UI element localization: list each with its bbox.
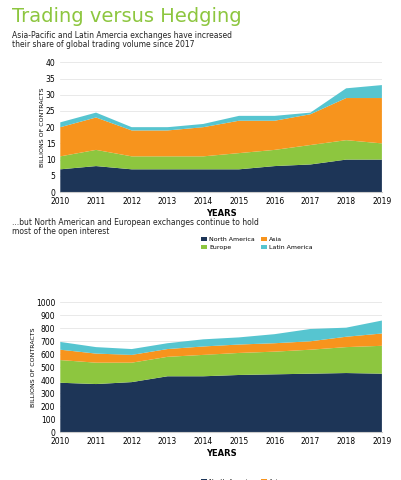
X-axis label: YEARS: YEARS xyxy=(205,209,236,217)
Y-axis label: BILLIONS OF CONTRACTS: BILLIONS OF CONTRACTS xyxy=(31,327,36,407)
Text: ...but North American and European exchanges continue to hold: ...but North American and European excha… xyxy=(12,218,258,228)
Legend: North America, Europe, Asia, Latin America: North America, Europe, Asia, Latin Ameri… xyxy=(198,234,315,253)
Text: their share of global trading volume since 2017: their share of global trading volume sin… xyxy=(12,40,194,49)
Legend: North America, Europe, Asia, Latin America: North America, Europe, Asia, Latin Ameri… xyxy=(198,477,315,480)
Text: most of the open interest: most of the open interest xyxy=(12,227,109,236)
X-axis label: YEARS: YEARS xyxy=(205,449,236,457)
Text: Asia-Pacific and Latin Amercia exchanges have increased: Asia-Pacific and Latin Amercia exchanges… xyxy=(12,31,231,40)
Y-axis label: BILLIONS OF CONTRACTS: BILLIONS OF CONTRACTS xyxy=(41,87,45,167)
Text: Trading versus Hedging: Trading versus Hedging xyxy=(12,7,241,26)
